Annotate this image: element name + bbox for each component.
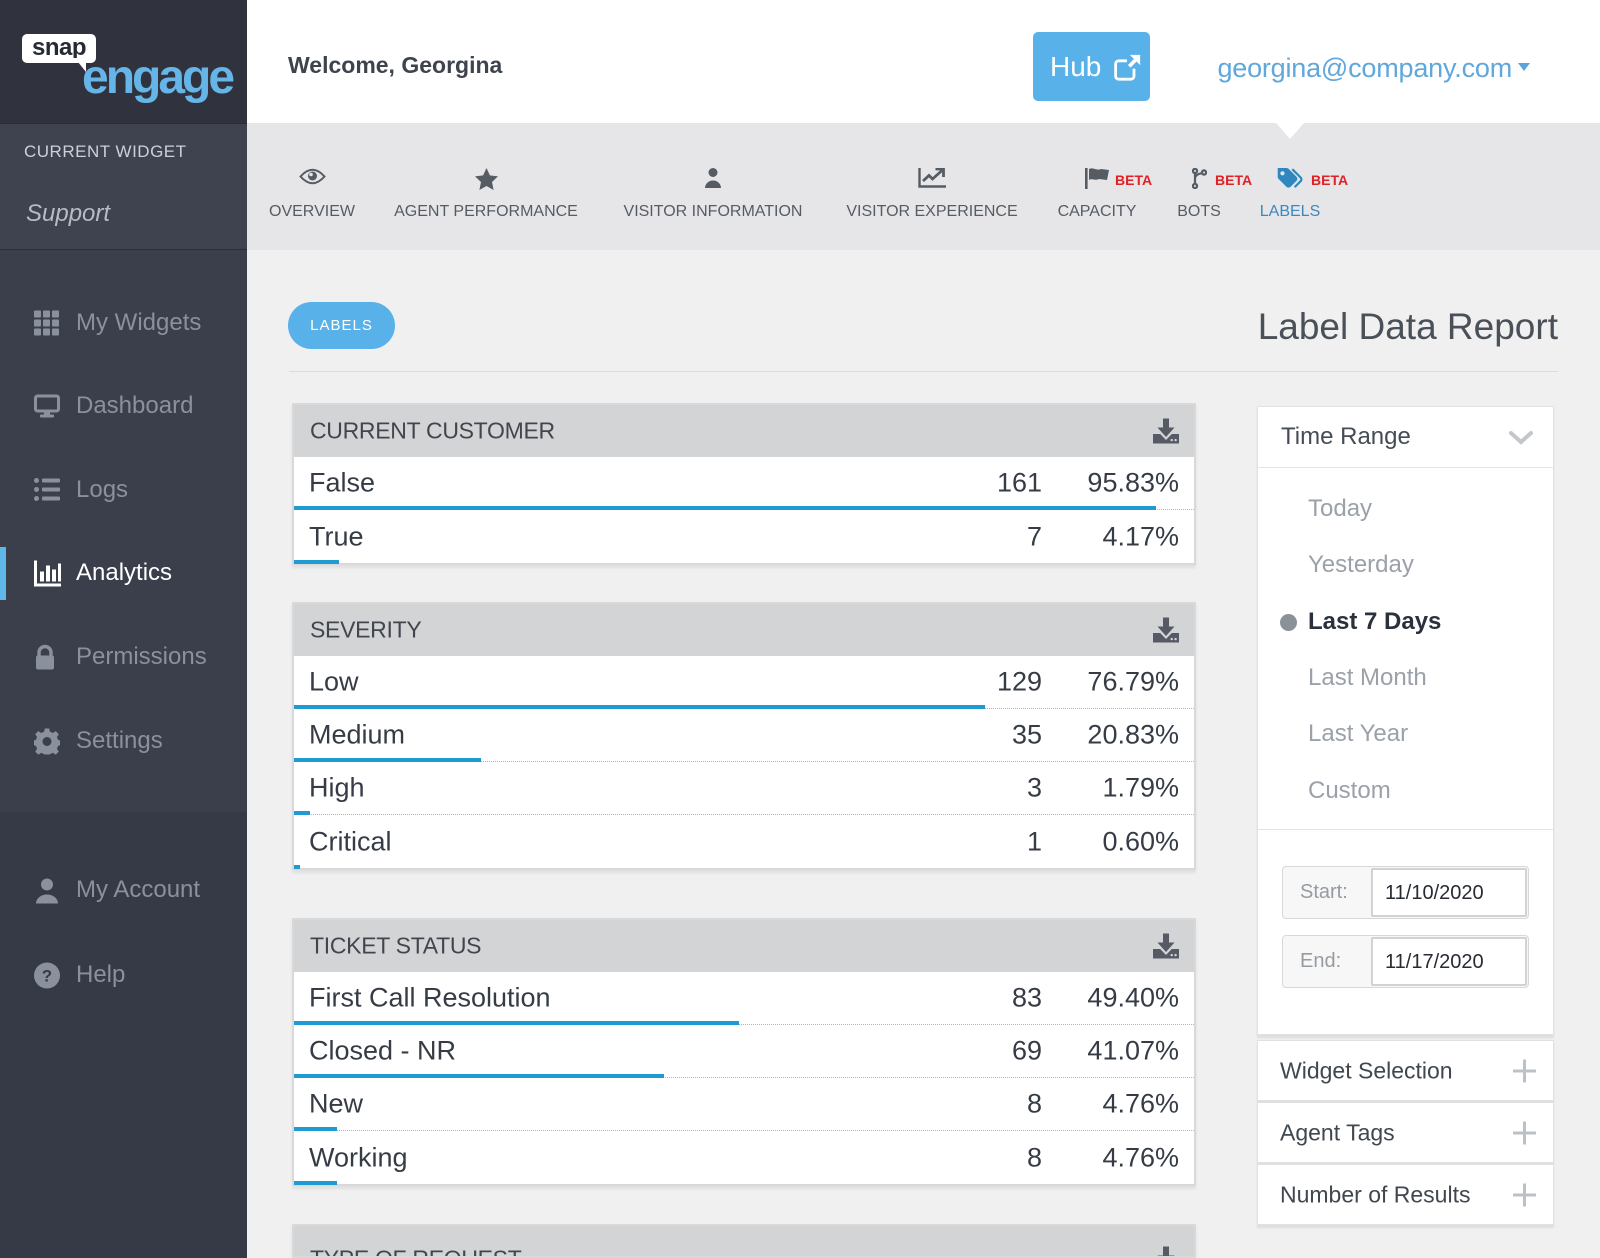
svg-text:?: ? bbox=[42, 967, 52, 986]
